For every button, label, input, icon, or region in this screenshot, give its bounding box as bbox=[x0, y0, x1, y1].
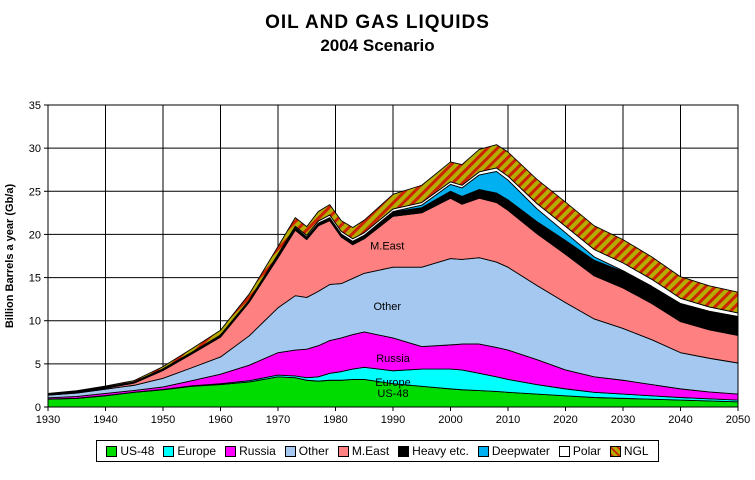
legend-wrap: US-48 Europe Russia Other M.East Heavy etc. De… bbox=[0, 440, 755, 462]
y-tick-label: 5 bbox=[35, 359, 41, 371]
legend-swatch-russia bbox=[225, 445, 237, 457]
plot-frame bbox=[47, 104, 739, 408]
legend-item-polar: Polar bbox=[558, 444, 601, 458]
area-label-europe: Europe bbox=[375, 377, 410, 389]
area-label-us-48: US-48 bbox=[377, 388, 408, 400]
legend-label-europe: Europe bbox=[177, 444, 217, 458]
area-label-m-east: M.East bbox=[370, 241, 404, 253]
chart-title-line2: 2004 Scenario bbox=[320, 36, 435, 55]
legend-label-us-48: US-48 bbox=[120, 444, 155, 458]
x-tick-label: 2020 bbox=[553, 414, 577, 426]
x-tick-label: 1970 bbox=[266, 414, 290, 426]
x-tick-label: 2040 bbox=[668, 414, 692, 426]
legend-label-other: Other bbox=[298, 444, 329, 458]
legend-label-heavy-etc: Heavy etc. bbox=[412, 444, 469, 458]
stacked-areas bbox=[47, 144, 739, 408]
legend-swatch-ngl bbox=[609, 445, 621, 457]
y-tick-label: 20 bbox=[29, 229, 41, 241]
legend-item-ngl: NGL bbox=[609, 444, 649, 458]
x-tick-label: 1940 bbox=[93, 414, 117, 426]
area-label-russia: Russia bbox=[376, 353, 411, 365]
y-tick-label: 10 bbox=[29, 316, 41, 328]
area-label-other: Other bbox=[373, 301, 401, 313]
legend-item-russia: Russia bbox=[225, 444, 276, 458]
legend-item-other: Other bbox=[284, 444, 329, 458]
y-tick-label: 0 bbox=[35, 402, 41, 414]
chart-legend: US-48 Europe Russia Other M.East Heavy etc. De… bbox=[96, 440, 659, 462]
y-tick-label: 30 bbox=[29, 143, 41, 155]
legend-swatch-polar bbox=[558, 445, 570, 457]
x-tick-label: 1950 bbox=[151, 414, 175, 426]
x-tick-label: 2050 bbox=[726, 414, 750, 426]
y-tick-label: 35 bbox=[29, 100, 41, 112]
x-tick-label: 2030 bbox=[611, 414, 635, 426]
y-axis-title: Billion Barrels a year (Gb/a) bbox=[4, 184, 16, 329]
legend-item-europe: Europe bbox=[163, 444, 216, 458]
x-tick-label: 1980 bbox=[323, 414, 347, 426]
legend-item-deepwater: Deepwater bbox=[477, 444, 550, 458]
legend-label-russia: Russia bbox=[239, 444, 276, 458]
x-tick-label: 1930 bbox=[36, 414, 60, 426]
legend-label-m-east: M.East bbox=[351, 444, 390, 458]
legend-item-m-east: M.East bbox=[337, 444, 390, 458]
legend-swatch-europe bbox=[163, 445, 175, 457]
x-tick-label: 2010 bbox=[496, 414, 520, 426]
y-tick-label: 15 bbox=[29, 273, 41, 285]
x-tick-label: 1990 bbox=[381, 414, 405, 426]
legend-label-ngl: NGL bbox=[623, 444, 649, 458]
legend-swatch-heavy-etc bbox=[398, 445, 410, 457]
legend-label-deepwater: Deepwater bbox=[491, 444, 550, 458]
x-tick-label: 2000 bbox=[438, 414, 462, 426]
legend-swatch-us-48 bbox=[106, 445, 118, 457]
legend-swatch-other bbox=[284, 445, 296, 457]
legend-item-heavy-etc: Heavy etc. bbox=[398, 444, 469, 458]
chart-title-line1: OIL AND GAS LIQUIDS bbox=[265, 12, 490, 33]
legend-label-polar: Polar bbox=[572, 444, 601, 458]
y-tick-label: 25 bbox=[29, 186, 41, 198]
legend-item-us-48: US-48 bbox=[106, 444, 154, 458]
legend-swatch-m-east bbox=[337, 445, 349, 457]
x-tick-label: 1960 bbox=[208, 414, 232, 426]
chart-title: OIL AND GAS LIQUIDS 2004 Scenario bbox=[0, 12, 755, 56]
axis-tick-labels: 0 5 10 15 20 25 30 35 1930 1940 1950 1960 1970 1980 19… bbox=[29, 100, 750, 426]
legend-swatch-deepwater bbox=[477, 445, 489, 457]
